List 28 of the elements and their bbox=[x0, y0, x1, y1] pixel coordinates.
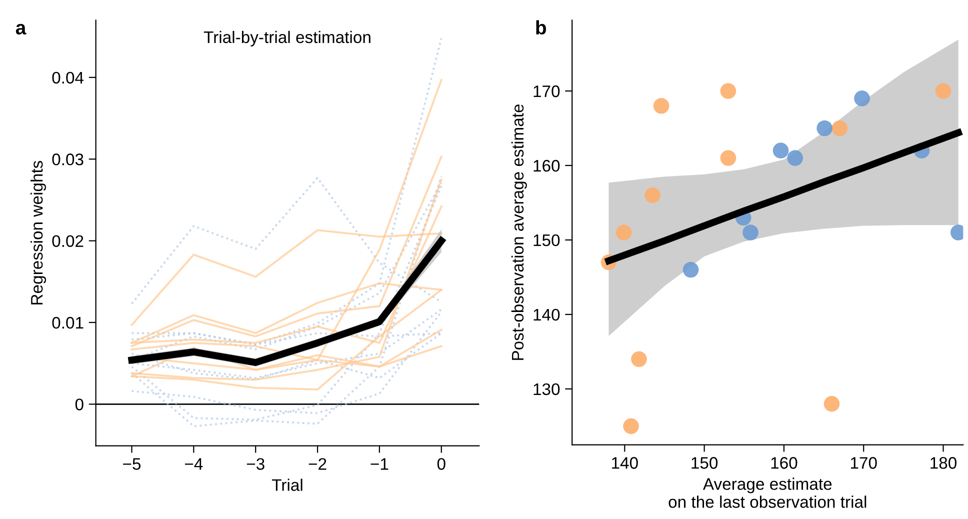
x-tick-label: −1 bbox=[370, 458, 388, 470]
x-tick-label: 170 bbox=[850, 457, 877, 469]
y-axis-title: Regression weights bbox=[30, 160, 46, 304]
text: Trial-by-trial estimation bbox=[204, 30, 370, 46]
y-tick-label: 0.01 bbox=[52, 316, 84, 329]
x-tick-label: −3 bbox=[246, 458, 264, 470]
y-tick-label: 0 bbox=[75, 398, 84, 410]
x-tick-label: −5 bbox=[123, 458, 141, 470]
y-axis-title: Post-observation average estimate bbox=[511, 104, 527, 360]
x-axis-title: Average estimate on the last observation trial bbox=[668, 478, 866, 508]
y-tick-label: 150 bbox=[534, 234, 560, 246]
x-tick-label: −2 bbox=[308, 458, 326, 470]
text: a bbox=[16, 24, 26, 35]
x-axis-title: Trial bbox=[272, 478, 302, 491]
y-tick-label: 130 bbox=[534, 383, 560, 396]
y-tick-label: 160 bbox=[534, 160, 560, 172]
y-tick-label: 0.02 bbox=[52, 235, 84, 247]
x-tick-label: −4 bbox=[185, 458, 203, 470]
y-tick-label: 0.03 bbox=[52, 154, 84, 166]
y-tick-label: 0.04 bbox=[52, 72, 84, 84]
x-tick-label: 140 bbox=[612, 457, 638, 469]
y-tick-label: 140 bbox=[534, 308, 560, 321]
y-tick-label: 170 bbox=[534, 85, 560, 98]
text: b bbox=[536, 20, 546, 35]
x-tick-label: 180 bbox=[930, 457, 956, 469]
x-tick-label: 160 bbox=[771, 457, 798, 469]
x-tick-label: 0 bbox=[437, 458, 446, 470]
x-tick-label: 150 bbox=[692, 457, 718, 469]
